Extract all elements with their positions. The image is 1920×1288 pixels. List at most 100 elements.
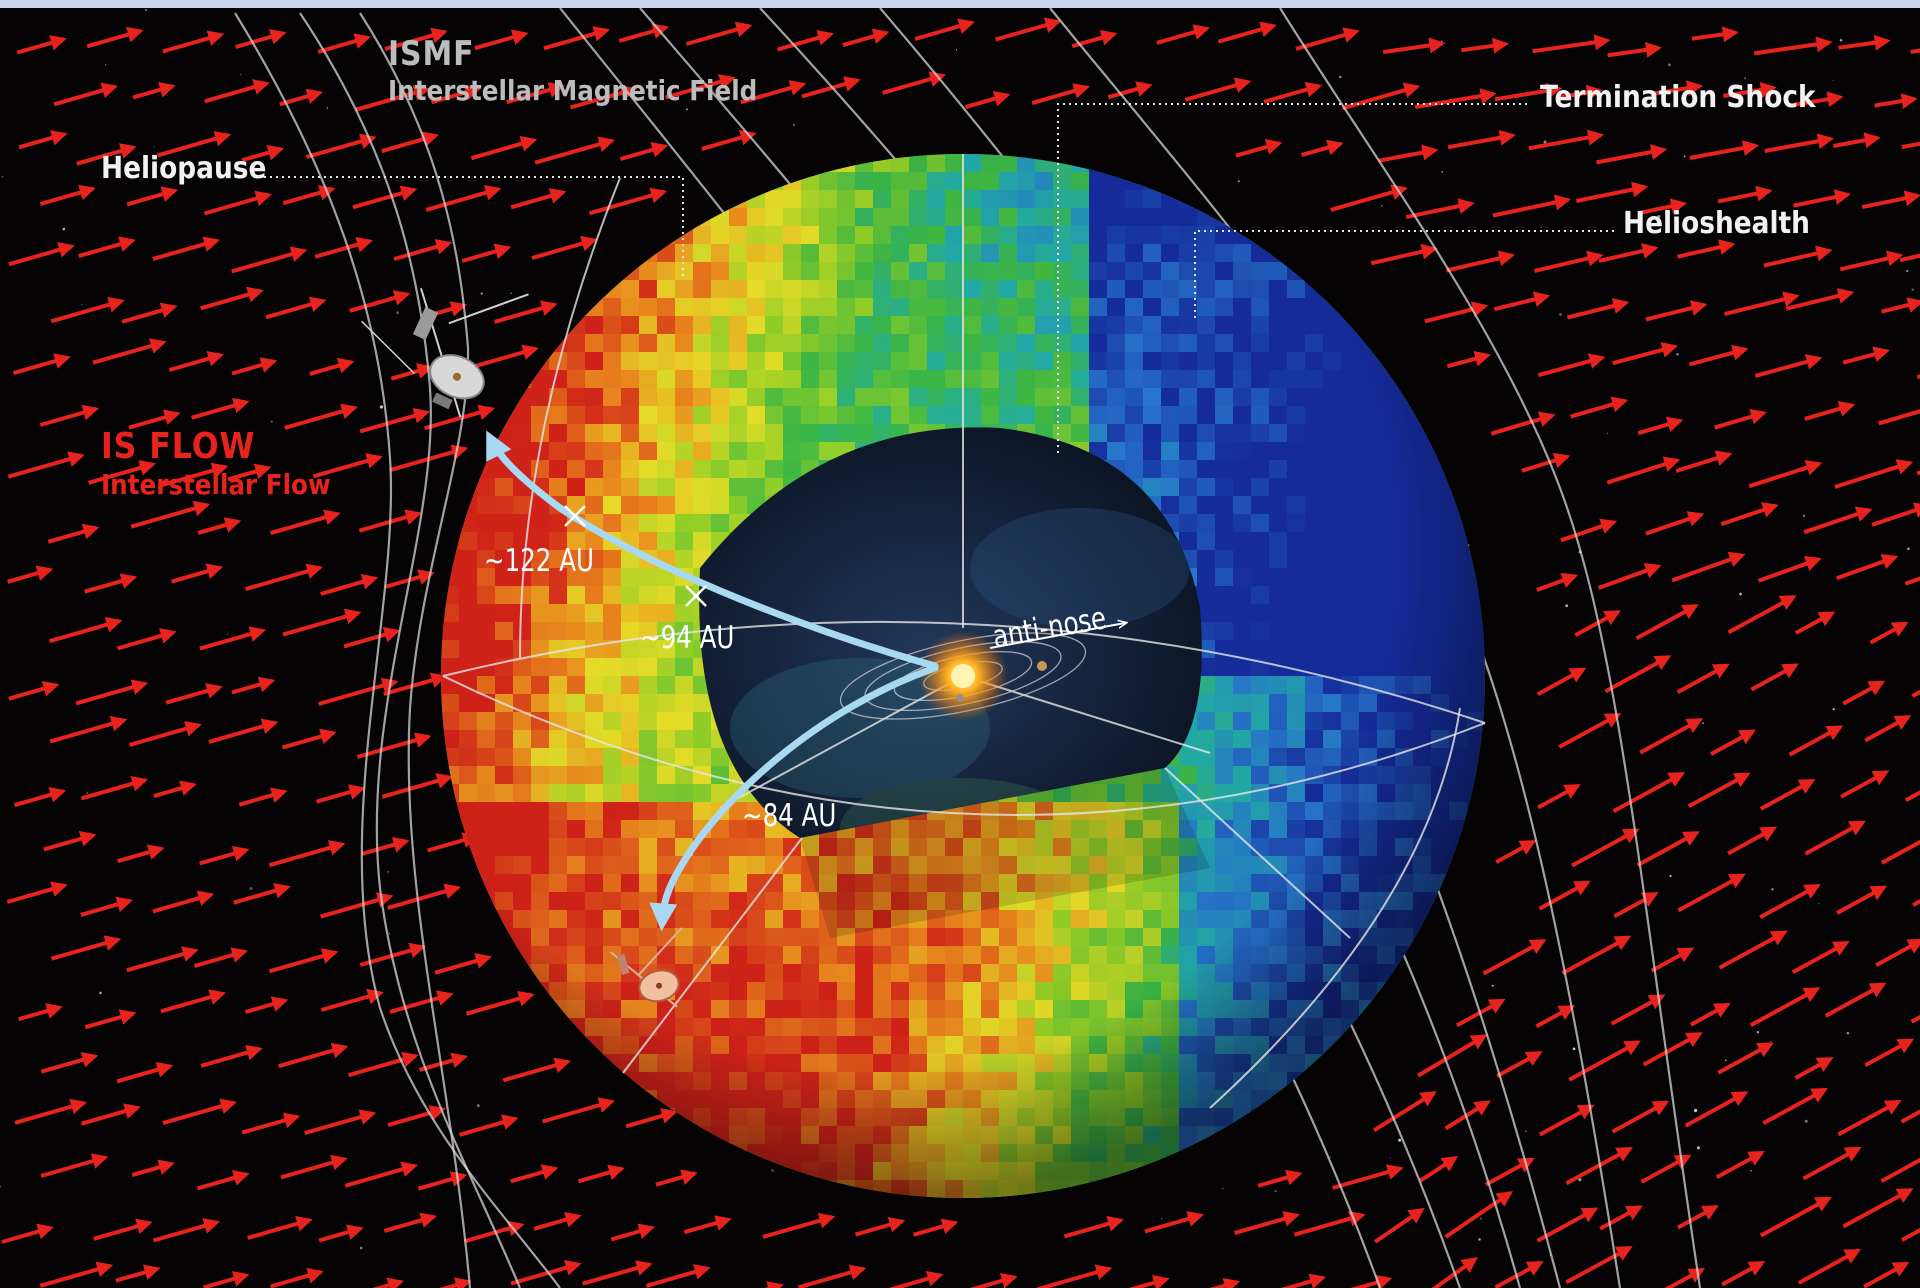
flow-arrow xyxy=(1350,1274,1393,1288)
star xyxy=(105,64,107,66)
flow-arrow xyxy=(117,628,177,651)
flow-arrow xyxy=(171,563,224,584)
flow-arrow xyxy=(493,300,558,324)
star xyxy=(771,1169,774,1172)
map-pixel xyxy=(531,1000,550,1019)
flow-arrow xyxy=(1424,301,1489,324)
flow-arrow xyxy=(1842,346,1890,365)
map-pixel xyxy=(1107,154,1126,173)
flow-arrow xyxy=(352,185,418,210)
flow-arrow xyxy=(1156,24,1210,45)
star xyxy=(1441,171,1444,173)
flow-arrow xyxy=(203,190,272,216)
flow-arrow xyxy=(318,677,399,706)
flow-arrow xyxy=(244,996,289,1014)
flow-arrow xyxy=(1676,663,1730,694)
heliopause-label: Heliopause xyxy=(101,151,267,186)
map-pixel xyxy=(1449,460,1468,479)
flow-arrow xyxy=(315,784,366,804)
flow-arrow xyxy=(247,1215,313,1240)
flow-arrow xyxy=(1599,1205,1643,1231)
star xyxy=(226,633,228,635)
map-pixel xyxy=(1233,208,1252,227)
flow-arrow xyxy=(1184,77,1252,102)
flow-arrow xyxy=(1764,133,1834,153)
flow-arrow xyxy=(1642,1032,1703,1067)
flow-arrow xyxy=(1749,987,1821,1027)
star xyxy=(1543,140,1547,144)
flow-arrow xyxy=(126,186,179,207)
star xyxy=(360,1246,363,1250)
flow-arrow xyxy=(160,989,226,1014)
flow-arrow xyxy=(197,1170,250,1191)
flow-arrow xyxy=(343,626,401,649)
flow-arrow xyxy=(389,990,454,1014)
map-pixel xyxy=(1107,1180,1126,1198)
flow-arrow xyxy=(534,136,615,165)
map-pixel xyxy=(1197,1144,1216,1163)
star xyxy=(1480,1217,1483,1220)
flow-arrow xyxy=(1446,250,1515,273)
star xyxy=(1846,1031,1850,1035)
star xyxy=(1578,1178,1582,1182)
flow-arrow xyxy=(1263,81,1323,104)
flow-arrow xyxy=(1528,129,1604,151)
map-pixel xyxy=(711,1144,730,1163)
flow-arrow xyxy=(664,74,736,100)
flow-arrow xyxy=(1759,1196,1832,1238)
flow-arrow xyxy=(1209,1277,1241,1288)
flow-arrow xyxy=(1750,663,1799,692)
flow-arrow xyxy=(1757,556,1822,583)
flow-arrow xyxy=(156,130,232,158)
flow-arrow xyxy=(241,1112,301,1135)
map-pixel xyxy=(1089,1180,1108,1198)
star xyxy=(249,887,253,890)
heliosheath-label: Helioshealth xyxy=(1623,206,1810,241)
flow-arrow xyxy=(383,1212,437,1233)
star xyxy=(1804,1119,1808,1123)
star xyxy=(1818,903,1820,905)
flow-arrow xyxy=(197,517,242,535)
map-pixel xyxy=(621,244,640,263)
map-pixel xyxy=(585,280,604,299)
map-pixel xyxy=(549,316,568,335)
star xyxy=(1683,155,1686,158)
star xyxy=(1696,1146,1700,1150)
flow-arrow xyxy=(1687,772,1751,809)
flow-arrow xyxy=(1373,1091,1437,1132)
flow-arrow xyxy=(1832,132,1881,149)
flow-arrow xyxy=(439,1277,472,1288)
flow-arrow xyxy=(162,1098,237,1126)
flow-arrow xyxy=(152,1218,220,1243)
star xyxy=(1389,1157,1391,1159)
star xyxy=(1525,1130,1527,1132)
flow-arrow xyxy=(48,616,123,644)
flow-arrow xyxy=(265,296,327,320)
flow-arrow xyxy=(235,29,287,49)
star xyxy=(1478,1238,1481,1241)
star xyxy=(1744,77,1747,80)
flow-arrow xyxy=(965,90,1011,110)
flow-arrow xyxy=(531,235,598,260)
star xyxy=(240,74,242,76)
flow-arrow xyxy=(1612,771,1686,814)
flow-arrow xyxy=(1802,1146,1862,1181)
flow-arrow xyxy=(40,1153,109,1178)
star xyxy=(1,175,4,178)
flow-arrow xyxy=(1863,1261,1910,1288)
flow-arrow xyxy=(1535,1005,1576,1029)
flow-arrow xyxy=(1684,1091,1749,1128)
flow-arrow xyxy=(152,236,220,261)
flow-arrow xyxy=(655,1169,698,1187)
map-pixel xyxy=(675,1126,694,1145)
distance-label-122au: ~122 AU xyxy=(484,543,594,579)
star xyxy=(1905,269,1909,273)
star xyxy=(1381,205,1383,207)
flow-arrow xyxy=(1447,129,1516,150)
flow-arrow xyxy=(305,133,377,160)
voyager-1-spacecraft-icon xyxy=(360,287,529,418)
map-pixel xyxy=(675,208,694,227)
flow-arrow xyxy=(348,1051,419,1078)
flow-arrow xyxy=(80,775,149,801)
is-flow-title: IS FLOW xyxy=(101,426,256,467)
